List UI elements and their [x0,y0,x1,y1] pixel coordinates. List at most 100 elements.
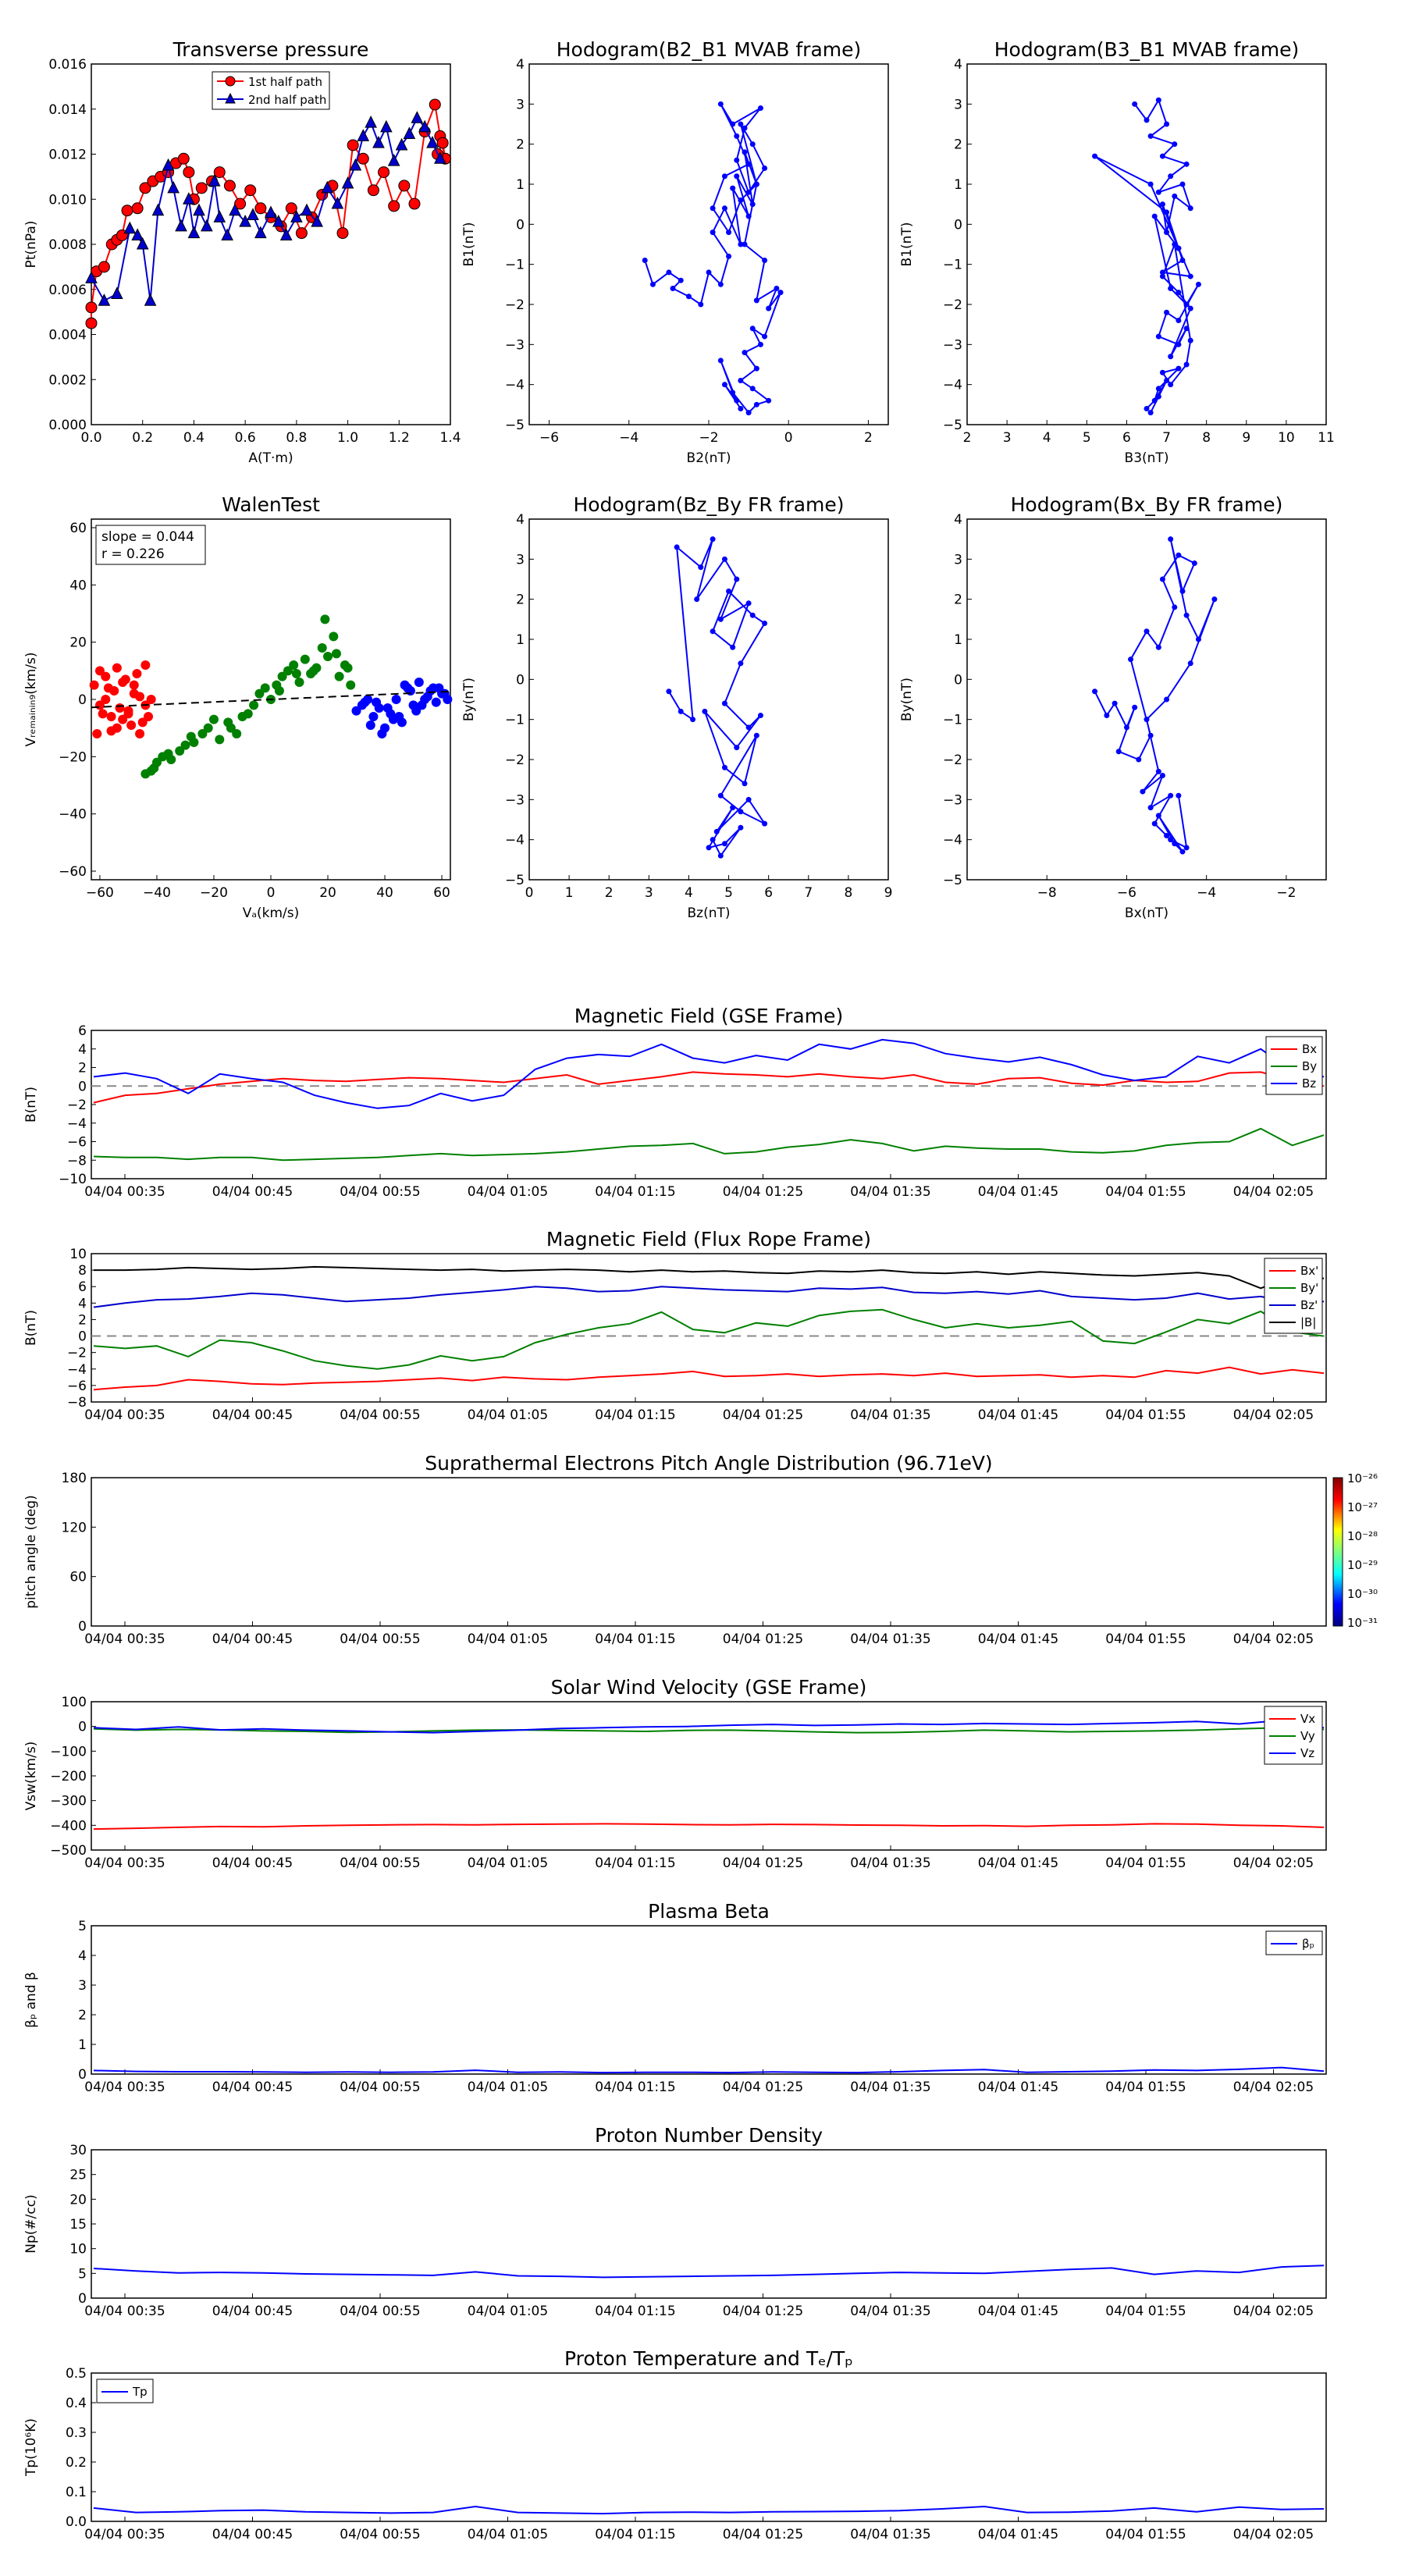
walen-point [120,674,130,685]
hodoB3B1-point [1164,121,1170,127]
hodoBxBy-panel: −8 −6 −4 −2 −5 −4 −3 −2 −1 0 1 2 3 4 Hodogram(Bx_By FR… [899,493,1327,921]
pressure-marker-triangle [372,135,385,148]
hodoBxBy-point [1172,604,1178,610]
pad-colorbar-label: 10⁻²⁷ [1347,1500,1378,1514]
walen-ytick-label: 40 [69,578,87,593]
beta-legend: βₚ [1265,1930,1323,1955]
magFR-series-Bx' [93,1366,1325,1391]
hodoBzBy-point [698,564,704,571]
magFR-ytick-label: 4 [78,1296,87,1311]
pressure-marker-triangle [341,176,354,189]
legend-marker-triangle [225,92,236,104]
hodoB3B1-point [1176,245,1182,251]
pad-colorbar-label: 10⁻³¹ [1347,1616,1378,1630]
pressure-marker-triangle [254,226,267,239]
pressure-marker-triangle [395,137,408,151]
hodoBxBy-point [1168,837,1174,843]
walen-xtick-label: 0 [267,885,276,901]
pad-colorbar: 10⁻²⁶ 10⁻²⁷ 10⁻²⁸ 10⁻²⁹ 10⁻³⁰ 10⁻³¹ [1332,1471,1378,1630]
hodoBxBy-point [1211,596,1218,603]
velocity-frame [91,1701,1327,1851]
hodoB3B1-point [1179,181,1186,187]
density-ytick-label: 15 [69,2217,87,2233]
hodoB3B1-series-line [1094,98,1200,414]
hodoBzBy-ylabel: By(nT) [461,678,477,721]
hodoB3B1-xtick-label: 9 [1242,430,1250,446]
hodoB3B1-point [1159,153,1165,159]
hodoBzBy-ytick-label: 3 [516,552,525,568]
density-ytick-label: 5 [78,2266,87,2282]
hodoB3B1-point [1172,193,1178,199]
walen-point [135,692,145,702]
hodoB2B1-point [738,405,744,411]
walen-point [283,666,293,676]
hodoBzBy-point [690,717,696,723]
hodoB2B1-point [762,333,768,340]
hodoBzBy-xtick-label: 1 [565,885,574,901]
pressure-marker-triangle [434,151,446,164]
pressure-marker-triangle [98,294,111,306]
pressure-marker-circle [436,137,449,149]
magGSE-xtick-label: 04/04 00:55 [340,1184,420,1200]
hodoBzBy-point [706,845,712,851]
hodoB3B1-ytick-label: 2 [954,137,962,153]
pressure-marker-triangle [349,158,362,171]
density-ytick-label: 20 [69,2192,87,2208]
hodoB3B1-ytick-label: −4 [943,378,962,393]
legend-marker-circle [225,76,236,87]
hodoB3B1-point [1155,333,1161,340]
walen-fit-line [91,690,451,709]
hodoBzBy-point [745,724,752,731]
hodoBxBy-point [1144,717,1150,723]
velocity-xtick-label: 04/04 01:45 [978,1856,1058,1871]
density-ytick-label: 30 [69,2143,87,2158]
pressure-marker-triangle [365,115,377,128]
pad-ytick-label: 120 [62,1520,87,1535]
walen-xtick-label: −20 [200,885,228,901]
velocity-ytick-label: −200 [50,1769,87,1784]
temperature-xtick-label: 04/04 01:15 [595,2527,675,2542]
hodoB2B1-point [726,253,732,259]
hodoBxBy-xlabel: Bx(nT) [1125,906,1168,921]
hodoBzBy-point [702,708,708,714]
hodoB3B1-point [1176,365,1182,372]
hodoBzBy-point [738,824,744,831]
hodoBxBy-point [1183,612,1190,618]
hodoBzBy-ytick-label: 0 [516,672,525,688]
hodoBzBy-xtick-label: 0 [525,885,534,901]
velocity-ytick-label: −300 [50,1794,87,1809]
hodoB2B1-ytick-label: −3 [505,337,525,353]
velocity-ytick-label: −400 [50,1818,87,1834]
hodoBzBy-point [726,588,732,594]
magFR-xtick-label: 04/04 00:45 [212,1407,293,1423]
hodoB3B1-ytick-label: 3 [954,97,962,112]
hodoBzBy-point [745,600,752,607]
magFR-xtick-label: 04/04 01:15 [595,1407,675,1423]
hodoBxBy-point [1172,841,1178,847]
velocity-ytick-label: 100 [62,1695,87,1710]
pressure-marker-triangle [357,129,370,141]
hodoB2B1-point [745,410,752,416]
walen-point [291,669,301,678]
hodoBxBy-point [1187,660,1193,667]
hodoB3B1-point [1172,241,1178,247]
pressure-marker-circle [378,166,390,179]
hodoBzBy-point [745,796,752,802]
hodoB2B1-point [745,213,752,219]
pressure-marker-triangle [301,203,313,216]
hodoB2B1-point [730,390,736,396]
pressure-marker-circle [195,182,208,194]
hodoBxBy-point [1136,756,1142,763]
hodoBxBy-point [1176,552,1182,558]
legend-label: Vx [1300,1712,1315,1726]
hodoB3B1-point [1176,341,1182,347]
pressure-marker-circle [336,227,349,240]
hodoBzBy-xtick-label: 2 [605,885,614,901]
walen-point [300,654,310,664]
pressure-marker-triangle [136,237,149,250]
magFR-xtick-label: 04/04 02:05 [1233,1407,1314,1423]
hodoB3B1-point [1195,281,1201,287]
walen-point [323,652,333,661]
density-ytick-label: 10 [69,2242,87,2258]
velocity-xtick-label: 04/04 01:35 [850,1856,930,1871]
